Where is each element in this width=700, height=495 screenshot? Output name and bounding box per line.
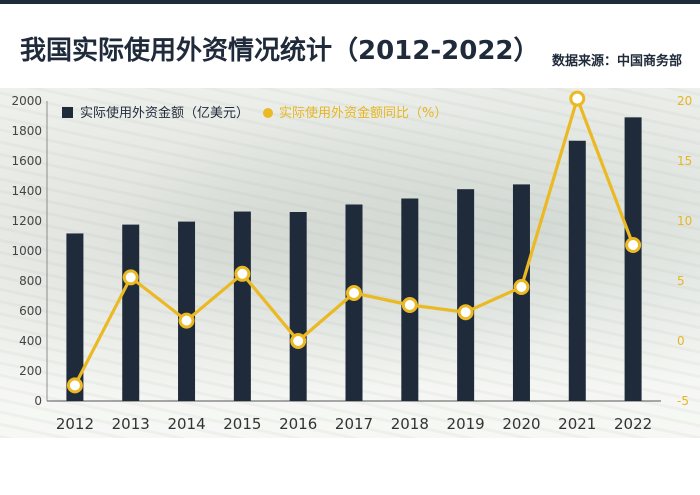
x-tick-label: 2017: [335, 415, 373, 433]
line-point-2020: [513, 279, 530, 295]
header-rule: [0, 0, 700, 4]
data-source-note: 数据来源：中国商务部: [551, 54, 682, 69]
x-tick-label: 2018: [391, 415, 429, 433]
y-left-tick-label: 800: [19, 274, 42, 288]
y-left-tick-label: 2000: [11, 94, 42, 108]
y-left-tick-label: 1200: [11, 214, 42, 228]
line-point-2021: [569, 90, 586, 107]
bar-2021: [568, 140, 586, 401]
axes: 0 200 400 600 800 1000 1200 1400 1600 1800 2000 -5 0…: [11, 94, 692, 408]
bar-2016: [289, 212, 307, 401]
y-left-tick-label: 200: [19, 364, 42, 378]
line-point-2018: [401, 297, 418, 313]
bar-series: [66, 117, 642, 401]
x-tick-label: 2022: [614, 415, 652, 433]
legend-label-bar: 实际使用外资金额（亿美元）: [80, 105, 249, 121]
legend-swatch-bar: [62, 107, 73, 118]
y-left-tick-label: 1800: [11, 124, 42, 138]
bar-2014: [178, 221, 196, 401]
bar-2019: [457, 189, 475, 401]
y-left-tick-label: 1400: [11, 184, 42, 198]
chart-legend: 实际使用外资金额（亿美元） 实际使用外资金额同比（%）: [62, 105, 447, 121]
bar-2022: [624, 117, 642, 401]
x-tick-label: 2013: [112, 415, 150, 433]
line-point-2017: [346, 285, 362, 301]
x-tick-label: 2021: [558, 415, 596, 433]
line-point-2016: [290, 333, 307, 349]
bar-2017: [345, 204, 363, 401]
line-point-2019: [457, 304, 474, 321]
x-tick-label: 2020: [502, 415, 540, 433]
y-left-tick-label: 400: [19, 334, 42, 348]
y-right-tick-label: 0: [677, 334, 685, 348]
legend-swatch-line: [263, 108, 273, 118]
y-right-tick-label: 15: [677, 154, 692, 168]
bar-2012: [66, 233, 84, 401]
y-left-tick-label: 600: [19, 304, 42, 318]
line-point-2013: [122, 269, 139, 286]
bar-2015: [233, 211, 251, 401]
y-left-tick-label: 1000: [11, 244, 42, 258]
x-axis-ticks: 2012 2013 2014 2015 2016 2017 2018 2019 2020 2021…: [56, 415, 652, 433]
x-tick-label: 2016: [279, 415, 317, 433]
x-tick-label: 2015: [223, 415, 261, 433]
legend-label-line: 实际使用外资金额同比（%）: [279, 105, 447, 121]
x-tick-label: 2012: [56, 415, 94, 433]
y-right-tick-label: 10: [677, 214, 692, 228]
y-left-tick-label: 0: [34, 394, 42, 408]
y-right-tick-label: -5: [677, 394, 689, 408]
y-right-tick-label: 20: [677, 94, 692, 108]
line-series: [66, 90, 642, 394]
y-right-tick-label: 5: [677, 274, 685, 288]
x-tick-label: 2014: [167, 415, 205, 433]
line-point-2015: [234, 265, 251, 282]
line-point-2014: [178, 312, 195, 329]
line-point-2012: [66, 377, 83, 394]
page-title: 我国实际使用外资情况统计（2012-2022）: [20, 36, 540, 66]
bar-2013: [122, 224, 140, 401]
line-point-2022: [625, 237, 642, 253]
x-tick-label: 2019: [447, 415, 485, 433]
y-left-tick-label: 1600: [11, 154, 42, 168]
